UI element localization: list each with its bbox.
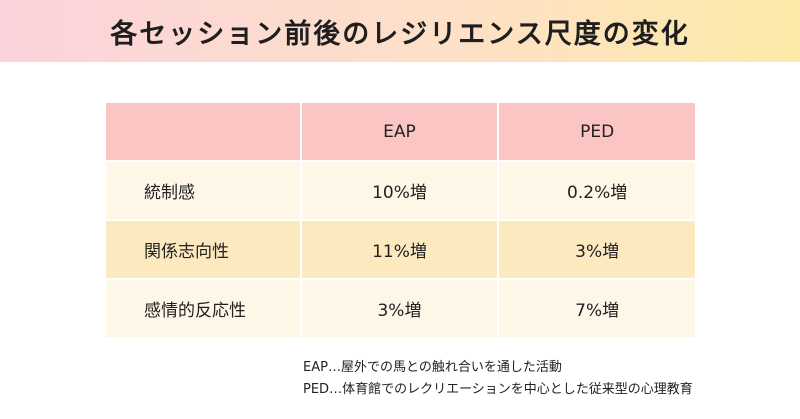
table-header-row: EAP PED <box>106 103 695 162</box>
eap-value: 3%増 <box>299 278 498 337</box>
row-label: 感情的反応性 <box>106 278 300 337</box>
header-cell-ped: PED <box>497 103 695 162</box>
row-label: 統制感 <box>144 183 195 203</box>
table-row: 関係志向性 11%増 3%増 <box>106 219 695 278</box>
eap-value: 10%増 <box>299 162 498 219</box>
ped-value: 0.2%増 <box>497 162 695 219</box>
title-banner: 各セッション前後のレジリエンス尺度の変化 <box>0 0 800 62</box>
ped-value: 7%増 <box>497 278 695 337</box>
table-row: 統制感 10%増 0.2%増 <box>106 162 695 219</box>
ped-value: 3%増 <box>497 219 695 278</box>
resilience-table: EAP PED 統制感 10%増 0.2%増 関係志向性 11%増 3%増 感情… <box>106 103 695 337</box>
footnotes: EAP…屋外での馬との触れ合いを通した活動 PED…体育館でのレクリエーションを… <box>303 357 693 401</box>
header-cell-eap: EAP <box>299 103 498 162</box>
header-cell-empty <box>106 103 300 162</box>
footnote-ped: PED…体育館でのレクリエーションを中心とした従来型の心理教育 <box>303 382 693 397</box>
eap-value: 11%増 <box>299 219 498 278</box>
footnote-eap: EAP…屋外での馬との触れ合いを通した活動 <box>303 360 562 375</box>
table-row: 感情的反応性 3%増 7%増 <box>106 278 695 337</box>
row-label: 関係志向性 <box>106 219 300 278</box>
page-title: 各セッション前後のレジリエンス尺度の変化 <box>110 18 690 50</box>
